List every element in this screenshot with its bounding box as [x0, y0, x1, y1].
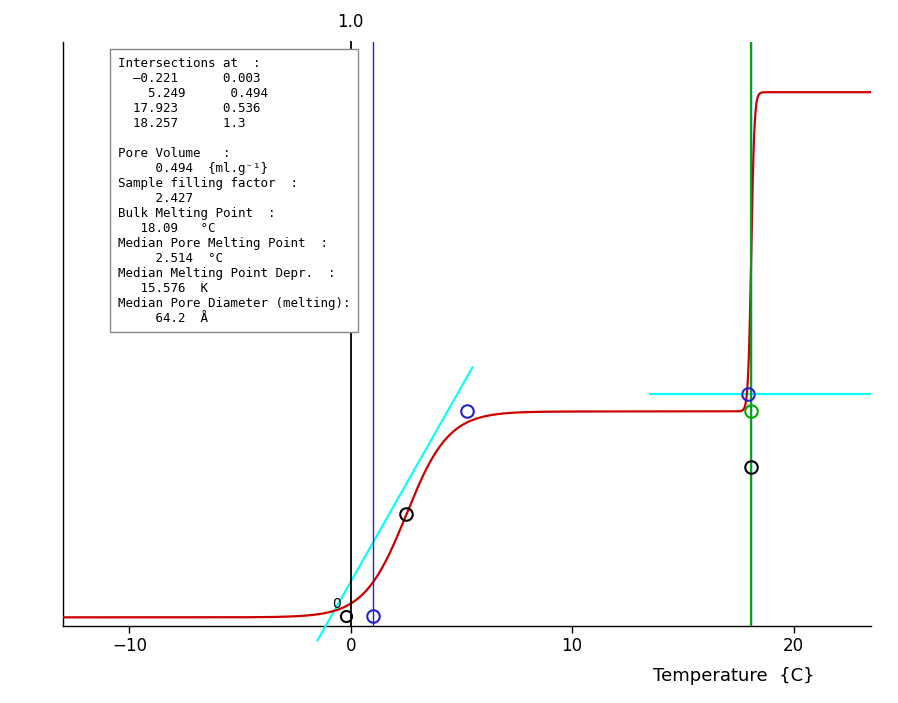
X-axis label: Temperature  {C}: Temperature {C}: [653, 666, 814, 685]
Text: 0: 0: [332, 597, 340, 611]
Text: Intersections at  :
  –0.221      0.003
    5.249      0.494
  17.923      0.536: Intersections at : –0.221 0.003 5.249 0.…: [118, 57, 350, 325]
Text: 1.0: 1.0: [338, 13, 364, 31]
